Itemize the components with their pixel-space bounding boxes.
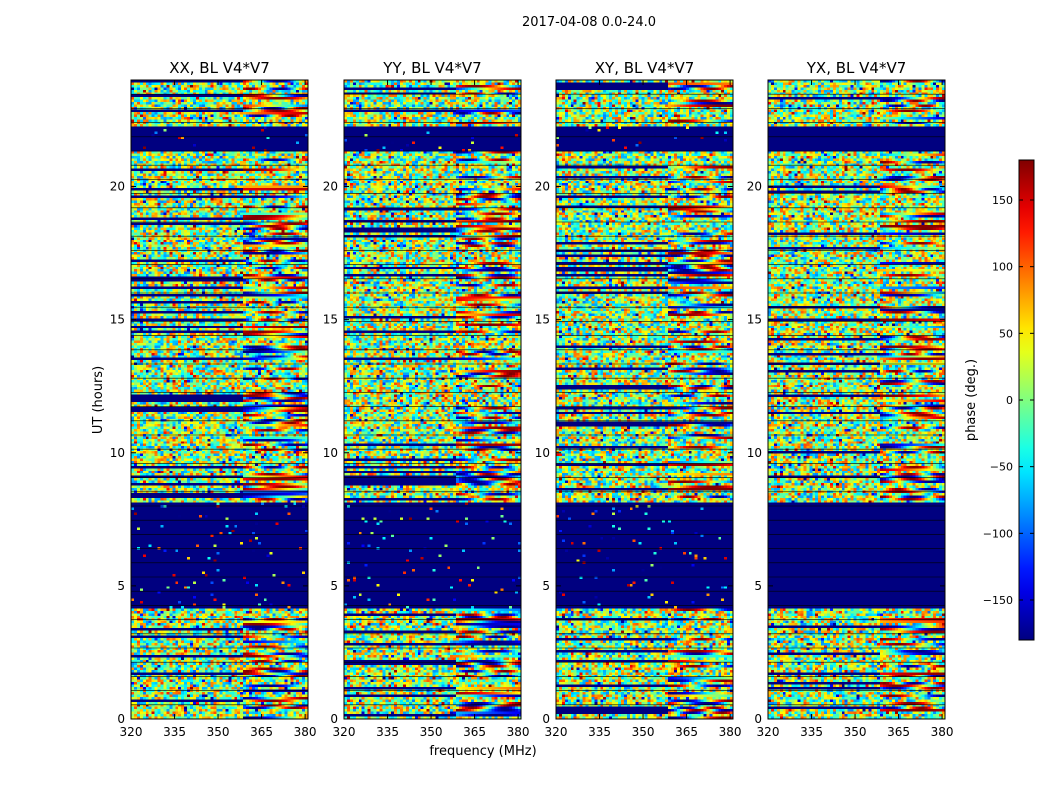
band-lines xyxy=(556,79,733,706)
colorbar-tick-label: 100 xyxy=(992,261,1013,274)
band-lines xyxy=(768,79,945,706)
x-tick-label: 365 xyxy=(250,725,273,739)
y-tick-label: 5 xyxy=(117,579,125,593)
x-tick-label: 350 xyxy=(420,725,443,739)
suptitle: 2017-04-08 0.0-24.0 xyxy=(522,15,656,30)
y-tick-label: 5 xyxy=(542,579,550,593)
x-tick-label: 365 xyxy=(887,725,910,739)
y-tick-label: 0 xyxy=(330,712,338,726)
colorbar-tick-label: 150 xyxy=(992,194,1013,207)
axes-frame xyxy=(343,79,522,720)
panel-1: YY, BL V4*V7 320 335 350 365 380 0 5 10 15 20 xyxy=(323,59,530,739)
y-tick-label: 0 xyxy=(754,712,762,726)
x-tick-label: 350 xyxy=(844,725,867,739)
x-axis-label: frequency (MHz) xyxy=(429,744,536,759)
colorbar: −150 −100 −50 0 50 100 150 xyxy=(983,159,1035,641)
colorbar-tick-label: 0 xyxy=(1006,394,1013,407)
y-tick-label: 10 xyxy=(323,446,338,460)
y-tick-label: 5 xyxy=(330,579,338,593)
y-tick-label: 15 xyxy=(535,313,550,327)
colorbar-tick-label: −100 xyxy=(983,527,1013,540)
y-tick-label: 10 xyxy=(535,446,550,460)
band-lines xyxy=(344,79,521,706)
y-tick-label: 20 xyxy=(110,180,125,194)
panel-title: XX, BL V4*V7 xyxy=(169,59,270,77)
y-tick-label: 20 xyxy=(535,180,550,194)
y-axis-label: UT (hours) xyxy=(91,366,106,434)
y-tick-label: 10 xyxy=(747,446,762,460)
axes-frame xyxy=(130,79,309,720)
panel-2: XY, BL V4*V7 320 335 350 365 380 0 5 10 15 20 xyxy=(535,59,742,739)
x-tick-label: 335 xyxy=(163,725,186,739)
y-tick-label: 0 xyxy=(117,712,125,726)
phase-heatmap xyxy=(556,80,733,719)
x-tick-label: 380 xyxy=(507,725,530,739)
y-tick-label: 10 xyxy=(110,446,125,460)
axes-frame xyxy=(767,79,946,720)
y-tick-label: 15 xyxy=(110,313,125,327)
x-tick-label: 350 xyxy=(207,725,230,739)
colorbar-label: phase (deg.) xyxy=(964,359,979,441)
y-tick-label: 15 xyxy=(323,313,338,327)
phase-heatmap xyxy=(344,80,521,719)
panel-title: YY, BL V4*V7 xyxy=(382,59,481,77)
x-tick-label: 335 xyxy=(800,725,823,739)
x-tick-label: 365 xyxy=(463,725,486,739)
panel-title: YX, BL V4*V7 xyxy=(806,59,907,77)
y-tick-label: 5 xyxy=(754,579,762,593)
colorbar-tick-label: 50 xyxy=(999,327,1013,340)
x-tick-label: 380 xyxy=(719,725,742,739)
x-tick-label: 335 xyxy=(588,725,611,739)
x-tick-label: 320 xyxy=(120,725,143,739)
colorbar-tick-label: −150 xyxy=(983,594,1013,607)
x-tick-label: 320 xyxy=(757,725,780,739)
phase-heatmap xyxy=(768,80,945,719)
x-tick-label: 335 xyxy=(376,725,399,739)
x-tick-label: 320 xyxy=(333,725,356,739)
panel-3: YX, BL V4*V7 320 335 350 365 380 0 5 10 15 20 xyxy=(747,59,954,739)
band-lines xyxy=(131,79,308,706)
x-tick-label: 320 xyxy=(545,725,568,739)
y-tick-label: 20 xyxy=(747,180,762,194)
y-tick-label: 20 xyxy=(323,180,338,194)
x-tick-label: 380 xyxy=(931,725,954,739)
panel-title: XY, BL V4*V7 xyxy=(595,59,695,77)
axes-frame xyxy=(555,79,734,720)
x-tick-label: 380 xyxy=(294,725,317,739)
y-tick-label: 0 xyxy=(542,712,550,726)
x-tick-label: 365 xyxy=(675,725,698,739)
phase-heatmap xyxy=(131,80,308,719)
y-tick-label: 15 xyxy=(747,313,762,327)
colorbar-tick-label: −50 xyxy=(990,461,1013,474)
panel-0: XX, BL V4*V7 320 335 350 365 380 0 5 10 15 20 xyxy=(110,59,317,739)
x-tick-label: 350 xyxy=(632,725,655,739)
